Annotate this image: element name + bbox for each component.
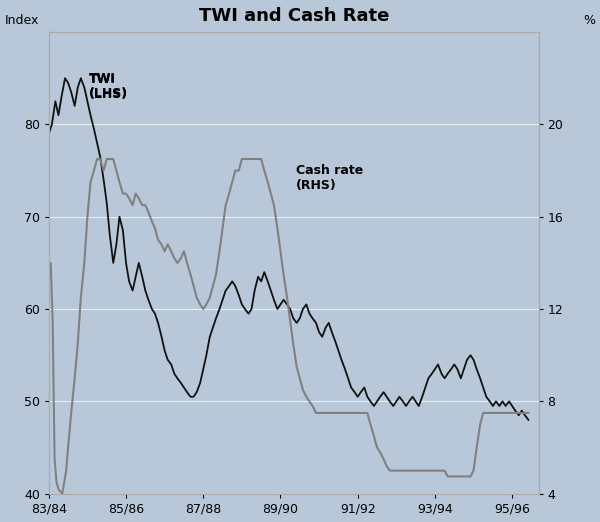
Text: TWI
(LHS): TWI (LHS) [89,73,128,101]
Text: Index: Index [5,15,39,28]
Title: TWI and Cash Rate: TWI and Cash Rate [199,7,389,25]
Text: %: % [583,15,595,28]
Text: TWI
(LHS): TWI (LHS) [89,72,128,100]
Text: Cash rate
(RHS): Cash rate (RHS) [0,521,1,522]
Text: Cash rate
(RHS): Cash rate (RHS) [296,164,363,192]
